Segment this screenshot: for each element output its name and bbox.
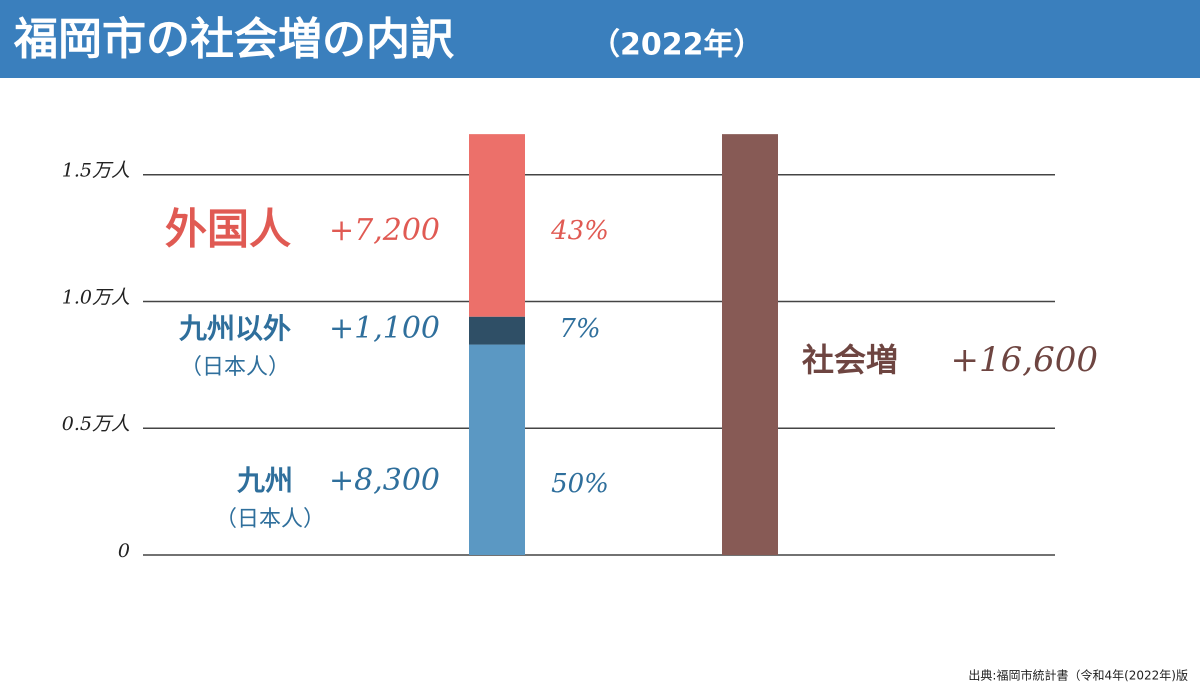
bar-segment xyxy=(722,134,778,555)
y-tick-label: 1.0万人 xyxy=(62,286,130,308)
series-label: 社会増 xyxy=(802,341,898,379)
bar-segment xyxy=(469,344,525,555)
y-tick-label: 0 xyxy=(118,540,130,562)
bar-segment xyxy=(469,316,525,345)
value-label: +7,200 xyxy=(329,213,440,248)
title-bar xyxy=(0,0,1200,78)
chart-title: 福岡市の社会増の内訳 xyxy=(13,14,455,65)
value-label: +1,100 xyxy=(329,311,440,346)
series-sublabel: （日本人） xyxy=(180,355,290,380)
bar-segment xyxy=(469,134,525,317)
series-label: 九州 xyxy=(237,464,293,497)
value-label: +8,300 xyxy=(329,463,440,498)
source: 出典:福岡市統計書（令和4年(2022年)版 xyxy=(968,668,1188,683)
value-label: +16,600 xyxy=(951,340,1098,380)
share-label: 43% xyxy=(550,216,609,246)
share-label: 7% xyxy=(559,314,600,344)
series-sublabel: （日本人） xyxy=(215,507,325,532)
chart-subtitle: （2022年） xyxy=(590,28,764,63)
y-tick-label: 1.5万人 xyxy=(62,160,130,182)
y-tick-label: 0.5万人 xyxy=(62,413,130,435)
series-label: 九州以外 xyxy=(179,312,291,345)
series-label: 外国人 xyxy=(165,205,291,254)
share-label: 50% xyxy=(551,469,609,499)
